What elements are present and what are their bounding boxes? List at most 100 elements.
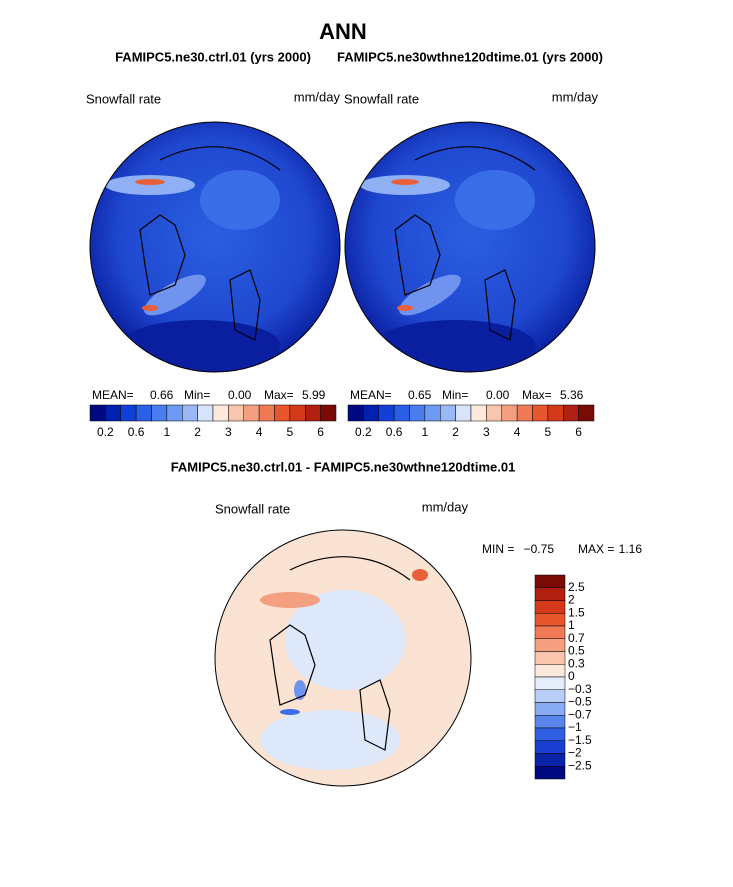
units-label: mm/day — [294, 89, 341, 104]
colorbar-label: −0.5 — [568, 695, 592, 709]
colorbar-box — [212, 404, 229, 422]
colorbar-label: 6 — [575, 425, 582, 439]
colorbar-box — [378, 404, 395, 422]
colorbar-box — [347, 404, 364, 422]
colorbar-label: −0.7 — [568, 707, 592, 721]
stat: 0.00 — [228, 388, 252, 402]
colorbar-box — [534, 753, 566, 767]
map-border — [214, 529, 472, 787]
colorbar-label: 2.5 — [568, 580, 585, 594]
colorbar-box — [320, 404, 337, 422]
colorbar-box — [89, 404, 106, 422]
colorbar-label: 4 — [514, 425, 521, 439]
colorbar-box — [289, 404, 306, 422]
colorbar-label: −2 — [568, 746, 582, 760]
colorbar-box — [228, 404, 244, 422]
colorbar-label: 2 — [568, 593, 575, 607]
colorbar-label: 1.5 — [568, 605, 585, 619]
colorbar-box — [455, 404, 472, 422]
colorbar-label: −1 — [568, 720, 582, 734]
colorbar-box — [534, 574, 566, 588]
colorbar-box — [120, 404, 137, 422]
colorbar-label: 0.6 — [386, 425, 403, 439]
colorbar-label: 5 — [545, 425, 552, 439]
colorbar-box — [166, 404, 183, 422]
stat: 5.36 — [560, 388, 584, 402]
title: ANN — [319, 19, 367, 44]
colorbar-box — [534, 625, 566, 639]
colorbar-box — [393, 404, 410, 422]
colorbar-box — [534, 651, 566, 665]
stat: MIN = — [482, 542, 514, 556]
colorbar-label: 0 — [568, 669, 575, 683]
colorbar-label: 0.2 — [355, 425, 372, 439]
colorbar-box — [534, 676, 566, 690]
colorbar-box — [532, 404, 549, 422]
colorbar-label: −2.5 — [568, 758, 592, 772]
case-name: FAMIPC5.ne30.ctrl.01 (yrs 2000) — [115, 49, 311, 64]
colorbar-label: 1 — [164, 425, 171, 439]
colorbar-box — [486, 404, 502, 422]
units-label: mm/day — [552, 89, 599, 104]
colorbar-box — [274, 404, 291, 422]
case-name: FAMIPC5.ne30wthne120dtime.01 (yrs 2000) — [337, 49, 603, 64]
colorbar-box — [534, 715, 566, 729]
stat: Min= — [442, 388, 468, 402]
stat: 0.00 — [486, 388, 510, 402]
colorbar-label: 2 — [194, 425, 201, 439]
colorbar-box — [534, 600, 566, 614]
colorbar-box — [470, 404, 487, 422]
colorbar-box — [547, 404, 564, 422]
colorbar-box — [105, 404, 121, 422]
colorbar-label: 6 — [317, 425, 324, 439]
colorbar-box — [424, 404, 441, 422]
stat: 0.66 — [150, 388, 174, 402]
colorbar-box — [305, 404, 321, 422]
colorbar-box — [182, 404, 198, 422]
colorbar-label: 0.6 — [128, 425, 145, 439]
stat: −0.75 — [524, 542, 555, 556]
colorbar-box — [534, 702, 566, 716]
colorbar-box — [534, 740, 566, 754]
colorbar-box — [135, 404, 152, 422]
colorbar-label: 5 — [287, 425, 294, 439]
stat: Min= — [184, 388, 210, 402]
colorbar-box — [409, 404, 426, 422]
stat: 0.65 — [408, 388, 432, 402]
colorbar-box — [363, 404, 379, 422]
variable-label: Snowfall rate — [215, 501, 290, 516]
colorbar-box — [534, 689, 566, 703]
units-label: mm/day — [422, 499, 469, 514]
stat: Max= — [522, 388, 552, 402]
map — [345, 122, 595, 372]
colorbar-label: 0.7 — [568, 631, 585, 645]
colorbar-box — [197, 404, 214, 422]
stat: MEAN= — [92, 388, 134, 402]
colorbar-box — [578, 404, 595, 422]
colorbar-label: 0.5 — [568, 644, 585, 658]
colorbar-box — [440, 404, 456, 422]
colorbar-box — [258, 404, 275, 422]
colorbar-box — [501, 404, 518, 422]
colorbar-box — [534, 766, 566, 780]
map — [215, 530, 471, 786]
stat: 5.99 — [302, 388, 326, 402]
colorbar-box — [243, 404, 260, 422]
colorbar-label: 3 — [483, 425, 490, 439]
colorbar-box — [563, 404, 579, 422]
variable-label: Snowfall rate — [344, 91, 419, 106]
colorbar-box — [151, 404, 168, 422]
stat: MAX = — [578, 542, 614, 556]
colorbar-label: 4 — [256, 425, 263, 439]
colorbar-box — [534, 727, 566, 741]
colorbar-label: 3 — [225, 425, 232, 439]
colorbar-label: −1.5 — [568, 733, 592, 747]
stat: MEAN= — [350, 388, 392, 402]
variable-label: Snowfall rate — [86, 91, 161, 106]
colorbar-label: 1 — [422, 425, 429, 439]
stat: 1.16 — [619, 542, 643, 556]
colorbar-label: −0.3 — [568, 682, 592, 696]
colorbar-label: 1 — [568, 618, 575, 632]
colorbar-label: 2 — [452, 425, 459, 439]
